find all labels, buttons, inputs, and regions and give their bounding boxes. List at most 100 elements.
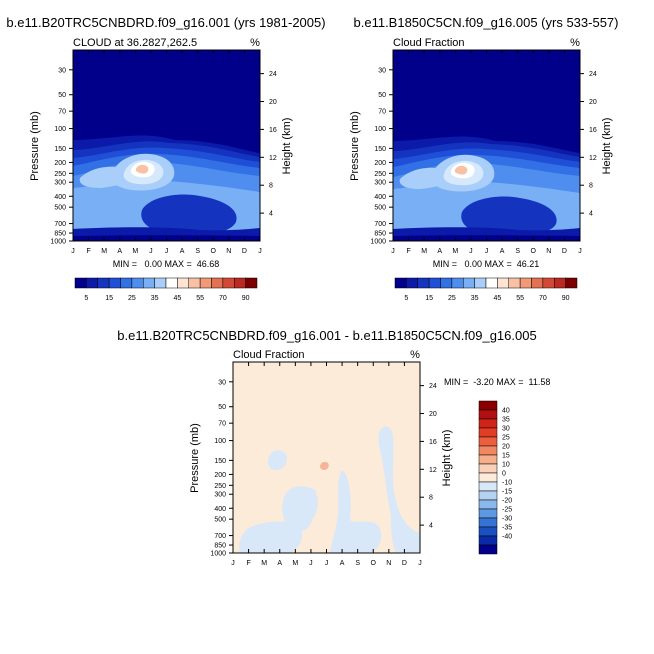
y-tick-label: 400 [214,506,226,513]
colorbar-label: 70 [219,295,227,302]
colorbar-swatch [565,277,578,289]
panel-2-stats: MIN = 0.00 MAX = 46.21 [433,259,540,269]
panel-3-left-label: Cloud Fraction [233,349,305,361]
colorbar-swatch [542,277,555,289]
colorbar-swatch [478,472,498,483]
colorbar-swatch [143,277,155,289]
colorbar-swatch [451,277,464,289]
y2-tick-label: 4 [589,211,593,218]
x-tick-label: J [418,560,422,567]
panel-1: b.e11.B20TRC5CNBDRD.f09_g16.001 (yrs 198… [6,15,325,269]
colorbar-2: 5 15 25 35 45 55 70 90 [394,277,578,302]
colorbar-swatch [428,277,441,289]
colorbar-swatch [478,409,498,420]
colorbar-label: 55 [196,295,204,302]
diff-band-neg [282,486,318,532]
colorbar-1: 5 15 25 35 45 55 70 90 [74,277,258,302]
y-tick-label: 400 [374,194,386,201]
y2-tick-label: 16 [589,127,597,134]
colorbar-swatch [474,277,487,289]
y2-tick-label: 20 [269,99,277,106]
x-tick-label: S [355,560,360,567]
colorbar-label: 45 [173,295,181,302]
colorbar-swatch [478,436,498,447]
colorbar-swatch [478,454,498,465]
colorbar-swatch [440,277,453,289]
panel-3-main-title: b.e11.B20TRC5CNBDRD.f09_g16.001 - b.e11.… [117,328,536,343]
colorbar-label: -15 [502,489,512,496]
y-tick-label: 100 [214,438,226,445]
colorbar-label: 55 [516,295,524,302]
x-tick-label: J [149,248,153,255]
colorbar-label: 25 [502,435,510,442]
panel-2-axes: J F M A M J J A S O N D J 30 50 70 100 150 200 250 300 400 500… [370,50,597,255]
y-tick-label: 250 [374,171,386,178]
y-tick-label: 50 [378,92,386,99]
colorbar-swatch [120,277,133,289]
panel-2-ylabel: Pressure (mb) [349,111,361,181]
colorbar-label: 25 [128,295,136,302]
colorbar-swatch [222,277,235,289]
colorbar-swatch [478,427,498,438]
colorbar-swatch [188,277,201,289]
y-tick-label: 300 [54,180,66,187]
y-tick-label: 850 [54,231,66,238]
panel-1-y2label: Height (km) [281,118,293,175]
colorbar-swatch [478,535,498,546]
colorbar-swatch [86,277,98,289]
colorbar-swatch [108,277,121,289]
colorbar-swatch [177,277,189,289]
x-tick-label: O [371,560,377,567]
colorbar-label: 20 [502,444,510,451]
colorbar-swatch [478,490,498,501]
colorbar-swatch [234,277,246,289]
colorbar-label: 40 [502,408,510,415]
panel-3-contours [233,362,420,553]
colorbar-swatch [211,277,224,289]
colorbar-swatch [478,418,498,429]
colorbar-swatch [165,277,178,289]
y-tick-label: 500 [214,517,226,524]
cf-band-l8 [461,196,557,237]
x-tick-label: A [500,248,505,255]
y2-tick-label: 12 [429,467,437,474]
y-tick-label: 50 [58,92,66,99]
x-tick-label: A [117,248,122,255]
colorbar-swatch [478,508,498,519]
x-tick-label: M [132,248,138,255]
x-tick-label: F [86,248,90,255]
x-tick-label: M [101,248,107,255]
panel-2-y2label: Height (km) [601,118,613,175]
panel-2-main-title: b.e11.B1850C5CN.f09_g16.005 (yrs 533-557… [354,15,619,30]
colorbar-label: -25 [502,507,512,514]
y2-tick-label: 8 [589,183,593,190]
colorbar-label: 15 [105,295,113,302]
x-tick-label: F [246,560,250,567]
y2-tick-label: 16 [269,127,277,134]
panel-3-stats: MIN = -3.20 MAX = 11.58 [444,377,550,387]
x-tick-label: M [421,248,427,255]
y-tick-label: 100 [374,126,386,133]
colorbar-label: 5 [84,295,88,302]
colorbar-swatch [478,400,498,411]
colorbar-label: 35 [151,295,159,302]
diff-band-neg [378,426,420,553]
colorbar-swatch [245,277,258,289]
colorbar-swatch [394,277,407,289]
y-tick-label: 850 [374,231,386,238]
colorbar-swatch [478,481,498,492]
colorbar-swatch [508,277,521,289]
colorbar-swatch [531,277,544,289]
panel-1-ylabel: Pressure (mb) [29,111,41,181]
x-tick-label: A [437,248,442,255]
y-tick-label: 30 [218,379,226,386]
diff-band-neg [330,470,382,553]
x-tick-label: J [485,248,489,255]
panel-1-axes: J F M A M J J A S O N D J 30 50 70 100 150 200 250 300 400 500… [50,50,277,255]
x-tick-label: J [309,560,313,567]
x-tick-label: F [406,248,410,255]
colorbar-swatch [519,277,532,289]
colorbar-swatch [478,544,498,555]
y-tick-label: 200 [214,472,226,479]
colorbar-label: 35 [471,295,479,302]
